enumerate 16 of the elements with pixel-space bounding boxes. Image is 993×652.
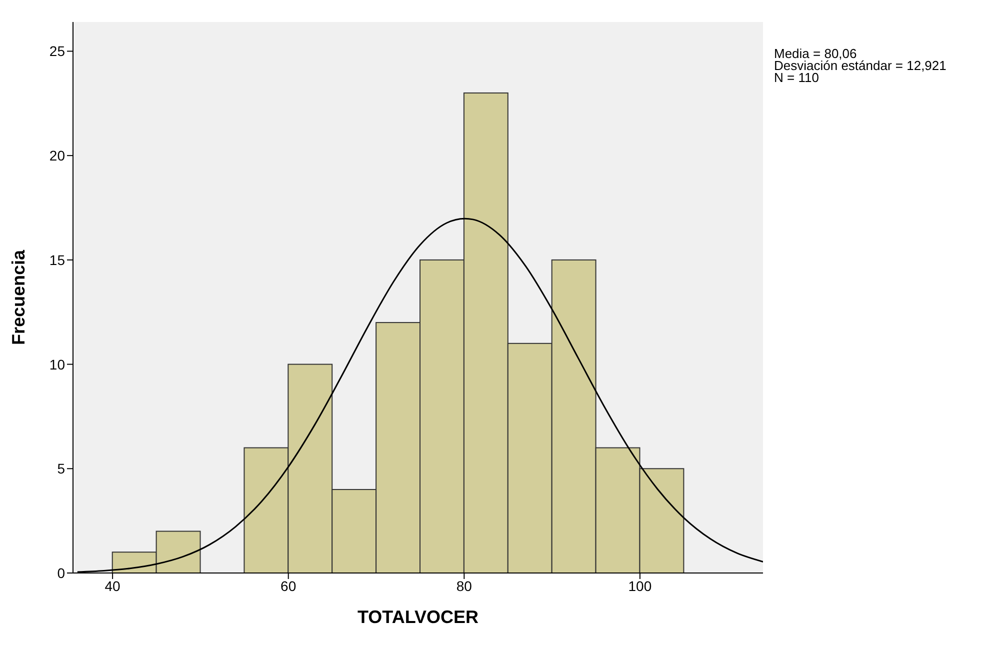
x-tick-label: 40: [104, 578, 121, 594]
line-series: [76, 218, 763, 573]
y-tick-label: 10: [49, 356, 66, 372]
text: N = 110: [774, 70, 819, 85]
x-axis-title: TOTALVOCER: [358, 607, 478, 627]
text: Desviación estándar = 12,921: [774, 58, 946, 73]
x-tick-label: 80: [456, 578, 472, 594]
x-tick-label: 100: [628, 578, 652, 594]
y-axis-title: Frecuencia: [8, 248, 28, 346]
y-tick-label: 15: [49, 252, 66, 268]
x-tick-label: 60: [280, 578, 296, 594]
y-tick-label: 20: [49, 148, 66, 164]
text: Media = 80,06: [774, 46, 857, 61]
y-tick-label: 0: [57, 564, 66, 581]
y-tick-label: 5: [57, 460, 66, 477]
y-tick-label: 25: [49, 43, 66, 60]
